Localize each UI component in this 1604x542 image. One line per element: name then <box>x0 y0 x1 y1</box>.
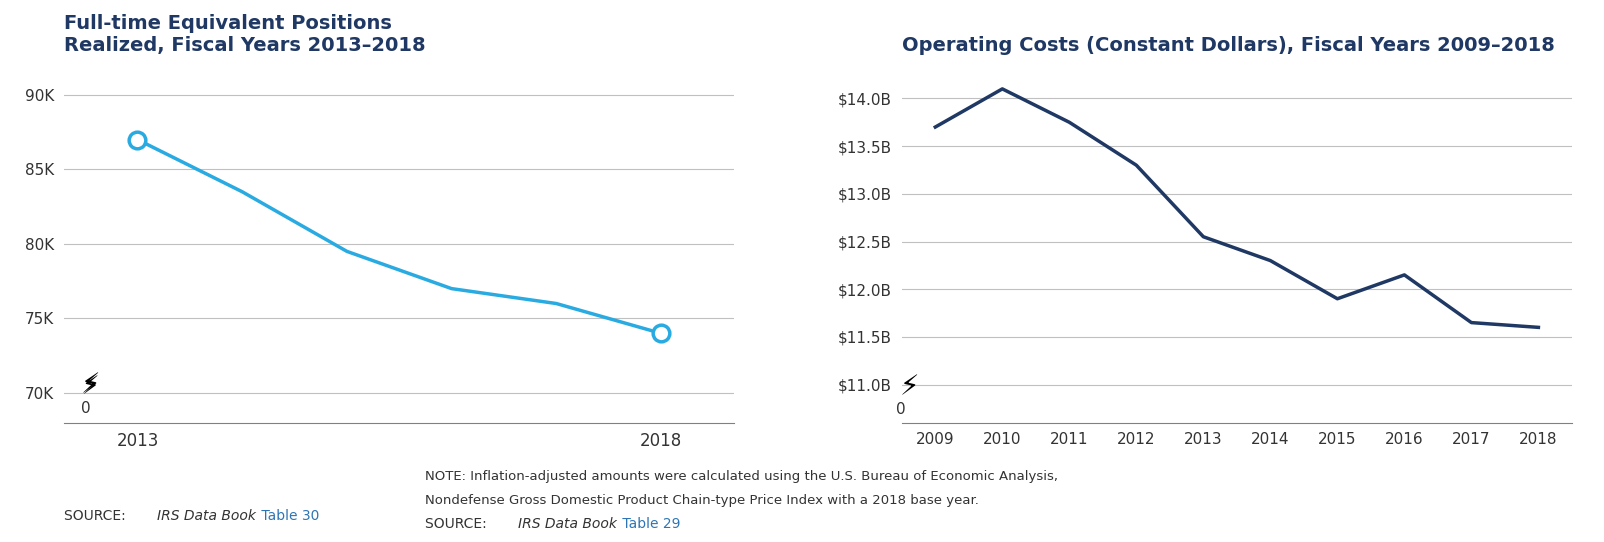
Text: ⚡: ⚡ <box>80 371 99 399</box>
Text: IRS Data Book: IRS Data Book <box>157 509 257 524</box>
Text: NOTE: Inflation-adjusted amounts were calculated using the U.S. Bureau of Econom: NOTE: Inflation-adjusted amounts were ca… <box>425 470 1059 483</box>
Text: ⚡: ⚡ <box>900 373 919 401</box>
Text: ⚡: ⚡ <box>82 375 99 399</box>
Text: IRS Data Book: IRS Data Book <box>518 518 618 532</box>
Text: Full-time Equivalent Positions
Realized, Fiscal Years 2013–2018: Full-time Equivalent Positions Realized,… <box>64 14 425 55</box>
Text: 0: 0 <box>895 402 905 417</box>
Text: Operating Costs (Constant Dollars), Fiscal Years 2009–2018: Operating Costs (Constant Dollars), Fisc… <box>901 36 1554 55</box>
Text: Table 29: Table 29 <box>618 518 680 532</box>
Text: Table 30: Table 30 <box>257 509 319 524</box>
Text: SOURCE:: SOURCE: <box>64 509 130 524</box>
Text: SOURCE:: SOURCE: <box>425 518 491 532</box>
Text: Nondefense Gross Domestic Product Chain-type Price Index with a 2018 base year.: Nondefense Gross Domestic Product Chain-… <box>425 494 978 507</box>
Text: 0: 0 <box>80 401 90 416</box>
